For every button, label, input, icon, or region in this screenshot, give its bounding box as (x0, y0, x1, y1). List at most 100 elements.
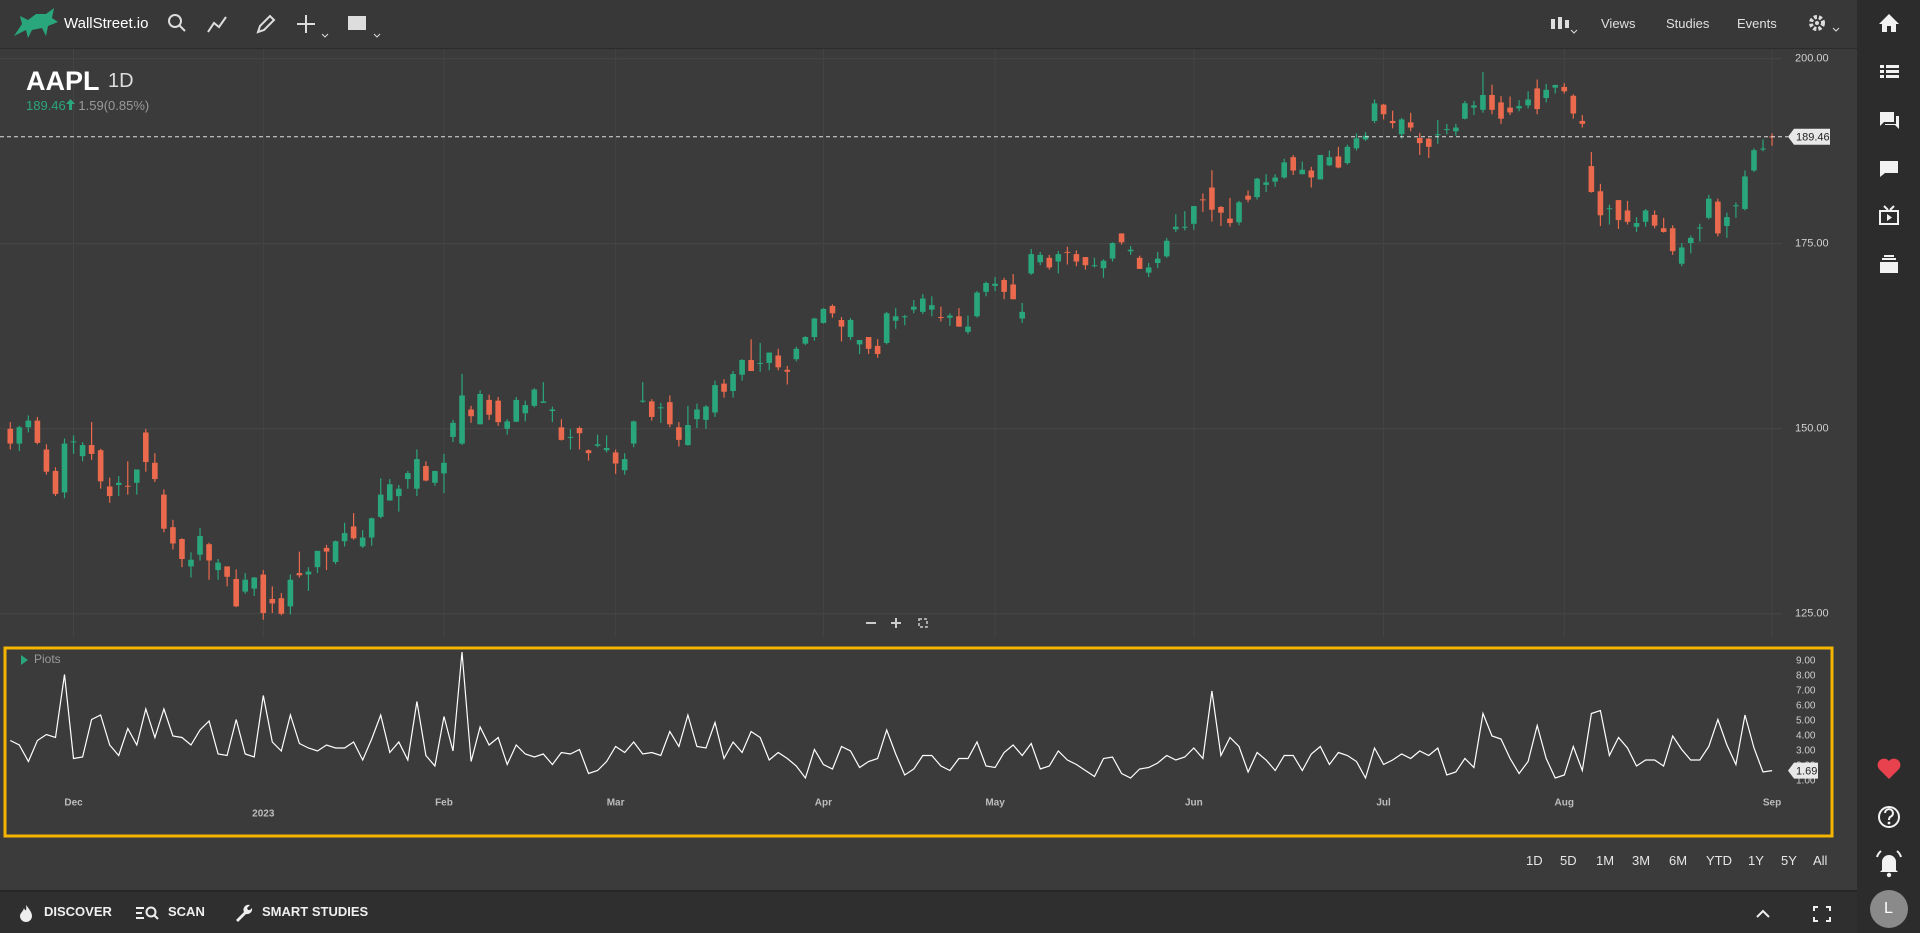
panel-highlight (3, 646, 1834, 838)
candle-body (1660, 228, 1667, 232)
candle-body (52, 470, 59, 494)
y-tick-label: 9.00 (1796, 656, 1816, 667)
footer-controls[interactable] (1754, 904, 1834, 924)
candle-body (1227, 218, 1233, 224)
candle-body (432, 470, 438, 483)
candle-body (811, 318, 818, 338)
discover-icon[interactable] (18, 904, 34, 922)
last-price-tag-bg (1788, 128, 1830, 145)
menu-item[interactable]: Events (1737, 16, 1777, 31)
top-bar: WallStreet.io Views Studies Events (0, 0, 1857, 49)
footer-item[interactable]: DISCOVER (44, 904, 112, 919)
candle-body (874, 345, 881, 355)
candle-body (1561, 86, 1568, 92)
candle-body (639, 400, 646, 402)
candle-body (206, 544, 212, 561)
y-tick-label: 150.00 (1795, 423, 1829, 435)
candle-body (296, 573, 303, 576)
zoom-controls[interactable] (862, 613, 936, 633)
sidebar-icons[interactable] (1857, 0, 1920, 933)
candle-body (395, 488, 402, 497)
candle-body (106, 486, 113, 497)
toolbar-icons[interactable] (166, 12, 396, 38)
candle-body (621, 459, 628, 471)
brand[interactable]: WallStreet.io (64, 15, 149, 32)
candle-body (1669, 228, 1676, 252)
change: 1.59 (78, 98, 104, 113)
range-button[interactable]: 1D (1526, 853, 1543, 868)
indicator-line (10, 651, 1773, 780)
candle-body (883, 313, 890, 343)
footer-item[interactable]: SMART STUDIES (262, 904, 369, 919)
candle-body (1516, 106, 1522, 109)
candle-body (820, 308, 827, 323)
range-button[interactable]: 5D (1560, 853, 1577, 868)
candle-body (694, 409, 700, 420)
candle-body (224, 566, 230, 577)
candle-body (405, 473, 411, 480)
symbol: AAPL (26, 66, 100, 96)
candle-body (585, 450, 592, 454)
candle-body (730, 374, 736, 392)
candle-body (594, 444, 601, 446)
candle-body (1597, 191, 1604, 216)
candle-body (1263, 182, 1269, 185)
avatar-initial[interactable]: L (1884, 900, 1893, 917)
candle-body (43, 449, 50, 472)
x-tick-label: Aug (1555, 798, 1574, 809)
studies-icon[interactable] (233, 903, 253, 923)
candle-body (1760, 148, 1766, 150)
footer-item[interactable]: SCAN (168, 904, 205, 919)
candle-body (386, 484, 393, 501)
candle-body (910, 306, 917, 310)
candle-body (1326, 157, 1333, 166)
candle-body (748, 359, 754, 372)
menu-item[interactable]: Studies (1666, 16, 1710, 31)
candle-body (1380, 104, 1387, 115)
candle-body (865, 337, 872, 349)
last-value-tag: 1.69 (1796, 766, 1817, 778)
candle-body (1100, 260, 1107, 269)
x-tick-label: Jun (1185, 798, 1203, 809)
range-button[interactable]: 5Y (1781, 853, 1797, 868)
scan-icon[interactable] (136, 905, 160, 921)
candle-body (567, 436, 574, 438)
interval: 1D (108, 70, 134, 92)
candle-body (1209, 187, 1215, 210)
candle-body (441, 462, 447, 474)
candle-body (1498, 102, 1504, 119)
candle-body (901, 316, 908, 318)
candle-body (1073, 254, 1080, 262)
candle-body (25, 420, 32, 428)
range-button[interactable]: YTD (1706, 853, 1732, 868)
range-button[interactable]: All (1813, 853, 1828, 868)
candle-body (838, 319, 845, 327)
candle-body (1371, 103, 1378, 121)
menu-item[interactable]: Views (1601, 16, 1636, 31)
settings-icon[interactable] (1808, 12, 1844, 36)
candle-body (1416, 137, 1423, 144)
candle-body (423, 466, 429, 481)
range-button[interactable]: 6M (1669, 853, 1688, 868)
x-tick-label: Sep (1763, 798, 1781, 809)
candle-body (1525, 99, 1531, 106)
y-tick-label: 3.00 (1796, 746, 1816, 757)
x-tick-label: Feb (435, 798, 453, 809)
candle-body (703, 406, 709, 420)
y-tick-label: 125.00 (1795, 608, 1829, 620)
candle-body (287, 579, 294, 607)
range-button[interactable]: 1Y (1748, 853, 1764, 868)
logo[interactable] (12, 6, 60, 42)
candle-body (540, 401, 547, 403)
range-button[interactable]: 1M (1596, 853, 1615, 868)
candle-body (251, 577, 258, 589)
candle-body (513, 399, 520, 422)
candle-body (1046, 257, 1053, 268)
candle-body (215, 562, 221, 571)
candle-body (766, 352, 773, 363)
candle-body (377, 494, 384, 517)
x-tick-label: Dec (64, 798, 83, 809)
chart-type-icon[interactable] (1548, 14, 1578, 36)
range-button[interactable]: 3M (1632, 853, 1651, 868)
